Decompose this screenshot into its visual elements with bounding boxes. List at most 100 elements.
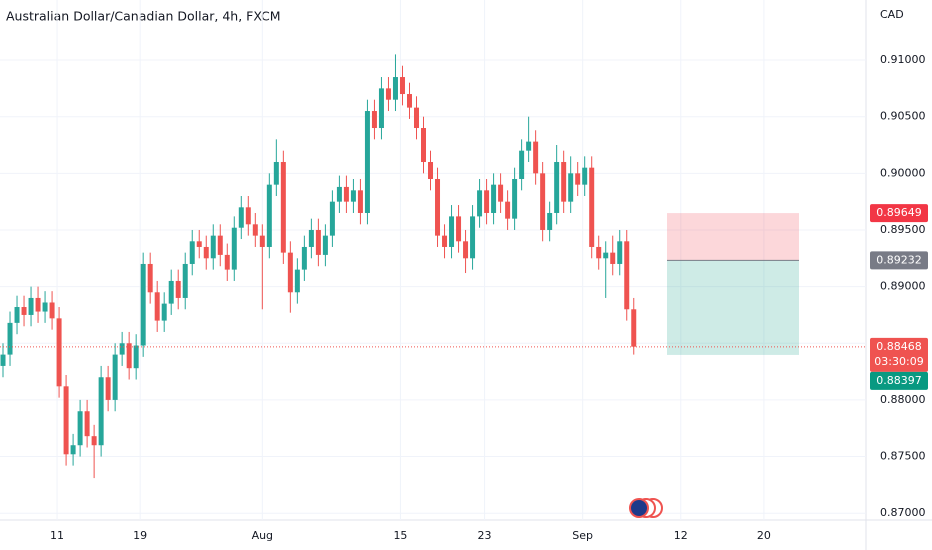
event-icons — [629, 498, 663, 518]
candle-body — [7, 322, 13, 355]
candle-body — [154, 292, 160, 321]
candle-body — [491, 184, 497, 213]
candle-body — [561, 162, 567, 202]
candle-body — [631, 309, 637, 347]
candle-body — [21, 307, 27, 315]
candle-body — [119, 343, 125, 355]
y-tick-label: 0.88000 — [880, 393, 926, 406]
candle-body — [477, 190, 483, 217]
candle-body — [266, 184, 272, 247]
candle-body — [287, 252, 293, 293]
y-tick-label: 0.90500 — [880, 110, 926, 123]
candle-body — [428, 162, 434, 179]
candle-body — [70, 445, 76, 455]
candle-body — [329, 201, 335, 236]
candle-body — [238, 207, 244, 228]
candle-body — [596, 246, 602, 259]
candle-body — [610, 252, 616, 264]
candle-body — [322, 235, 328, 255]
x-tick-label: 11 — [50, 529, 64, 542]
candle-body — [617, 241, 623, 264]
candle-body — [435, 178, 441, 236]
candle-body — [533, 141, 539, 174]
candle-body — [449, 216, 455, 247]
candle-body — [77, 411, 83, 446]
candle-body — [147, 263, 153, 293]
x-tick-label: Aug — [252, 529, 273, 542]
candle-body — [14, 307, 20, 323]
candle-body — [540, 173, 546, 230]
candle-body — [378, 88, 384, 129]
y-tick-label: 0.87000 — [880, 506, 926, 519]
price-tag-label: 0.89232 — [876, 253, 922, 266]
y-tick-label: 0.89500 — [880, 223, 926, 236]
price-tag — [870, 371, 928, 390]
candle-body — [603, 252, 609, 259]
candle-body — [42, 302, 48, 312]
candle-body — [421, 128, 427, 163]
candle-body — [182, 263, 188, 298]
x-tick-label: 19 — [133, 529, 147, 542]
price-tag — [870, 337, 928, 372]
candle-body — [189, 241, 195, 264]
plot-layer: 0.870000.875000.880000.885000.890000.895… — [0, 0, 926, 542]
candle-body — [105, 377, 111, 400]
price-tag-label: 0.89649 — [876, 206, 922, 219]
candle-body — [364, 111, 370, 213]
candle-body — [28, 297, 34, 315]
x-tick-label: 12 — [674, 529, 688, 542]
candle-body — [519, 150, 525, 179]
candle-body — [259, 235, 265, 247]
candle-body — [35, 297, 41, 312]
candle-body — [224, 254, 230, 270]
event-icon[interactable] — [629, 498, 649, 518]
candle-body — [280, 162, 286, 253]
y-tick-label: 0.89000 — [880, 280, 926, 293]
countdown: 03:30:09 — [874, 355, 923, 368]
candle-body — [554, 162, 560, 213]
candle-body — [308, 229, 314, 247]
candle-body — [315, 229, 321, 255]
candle-body — [49, 302, 55, 319]
chart-title: Australian Dollar/Canadian Dollar, 4h, F… — [6, 9, 281, 24]
candle-body — [91, 436, 97, 446]
candle-body — [112, 354, 118, 400]
candle-body — [547, 212, 553, 230]
candle-body — [56, 318, 62, 387]
candle-body — [0, 354, 6, 366]
candle-body — [133, 345, 139, 369]
price-tag-label: 0.88468 — [876, 340, 922, 353]
candle-body — [231, 227, 237, 270]
candle-body — [413, 107, 419, 129]
price-tag — [870, 251, 928, 270]
candle-body — [273, 162, 279, 185]
candle-body — [512, 178, 518, 219]
candle-body — [196, 241, 202, 247]
candle-body — [505, 201, 511, 219]
x-tick-label: Sep — [572, 529, 593, 542]
candle-body — [63, 386, 69, 455]
x-tick-label: 15 — [393, 529, 407, 542]
candle-body — [357, 190, 363, 213]
candle-body — [463, 241, 469, 259]
y-tick-label: 0.91000 — [880, 53, 926, 66]
candle-body — [294, 269, 300, 293]
y-tick-label: 0.87500 — [880, 450, 926, 463]
x-tick-label: 20 — [757, 529, 771, 542]
candle-body — [175, 280, 181, 298]
candle-body — [245, 207, 251, 225]
price-tag-label: 0.88397 — [876, 374, 922, 387]
currency-label: CAD — [880, 8, 904, 21]
candle-body — [568, 173, 574, 202]
candle-body — [371, 111, 377, 129]
stop-zone — [667, 213, 799, 261]
candle-body — [385, 88, 391, 100]
candle-body — [301, 246, 307, 270]
candle-body — [399, 77, 405, 95]
candle-body — [98, 377, 104, 446]
y-tick-label: 0.90000 — [880, 166, 926, 179]
candle-body — [442, 235, 448, 247]
candle-body — [406, 94, 412, 108]
candle-body — [575, 173, 581, 185]
